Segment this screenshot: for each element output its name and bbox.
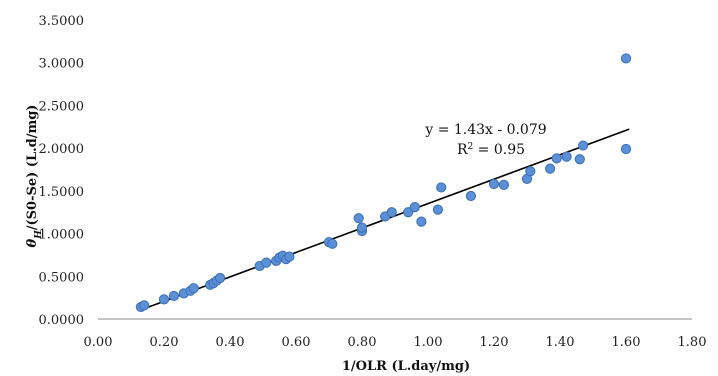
data-point — [432, 204, 443, 215]
x-tick-label: 0.40 — [216, 335, 245, 350]
data-point — [327, 238, 338, 249]
data-point — [168, 290, 179, 302]
x-tick-label: 0.80 — [348, 335, 377, 350]
data-point — [465, 190, 476, 202]
data-point — [158, 294, 170, 305]
data-point — [261, 257, 272, 268]
x-tick-label: 0.20 — [150, 335, 179, 350]
y-tick-label: 2.5000 — [39, 99, 85, 114]
data-point — [551, 153, 562, 164]
x-tick-label: 1.40 — [546, 335, 575, 350]
y-axis-ticks: 0.0000 0.5000 1.0000 1.5000 2.0000 2.5000 3.00… — [39, 14, 85, 328]
data-point — [353, 213, 364, 224]
data-point — [215, 272, 226, 284]
data-point — [578, 140, 589, 151]
data-point — [574, 154, 585, 165]
x-tick-label: 1.20 — [480, 335, 509, 350]
data-point — [188, 283, 199, 294]
x-tick-label: 1.60 — [612, 335, 641, 350]
y-tick-label: 0.5000 — [39, 270, 85, 285]
data-point — [488, 178, 500, 190]
data-point — [436, 182, 447, 193]
y-tick-label: 1.0000 — [39, 228, 85, 243]
y-tick-label: 3.0000 — [39, 57, 85, 72]
r-squared-label: R2 = 0.95 — [457, 142, 525, 158]
x-tick-label: 0.60 — [282, 335, 311, 350]
data-point — [139, 300, 150, 311]
data-point — [409, 201, 420, 213]
data-point — [498, 179, 509, 190]
data-point — [386, 207, 397, 218]
data-points — [135, 53, 632, 313]
trendline-equation: y = 1.43x - 0.079 — [424, 122, 546, 138]
data-point — [545, 163, 556, 174]
data-point — [561, 151, 572, 162]
data-point — [284, 251, 295, 262]
data-point — [525, 166, 536, 177]
y-tick-label: 0.0000 — [39, 313, 85, 328]
data-point — [403, 207, 414, 218]
y-tick-label: 1.5000 — [39, 185, 85, 200]
data-point — [620, 143, 632, 155]
y-tick-label: 2.0000 — [39, 142, 85, 157]
data-point — [356, 222, 368, 233]
x-tick-label: 1.80 — [678, 335, 707, 350]
data-point — [416, 216, 427, 227]
x-tick-label: 0.00 — [84, 335, 113, 350]
x-tick-label: 1.00 — [414, 335, 443, 350]
data-point — [620, 53, 632, 64]
y-axis-label: θH/(S0-Se) (L.d/mg) — [25, 105, 44, 248]
y-tick-label: 3.5000 — [39, 14, 85, 29]
x-axis-ticks: 0.00 0.20 0.40 0.60 0.80 1.00 1.20 1.40 1.60 1.80 — [84, 335, 707, 350]
x-axis-label: 1/OLR (L.day/mg) — [342, 359, 470, 374]
